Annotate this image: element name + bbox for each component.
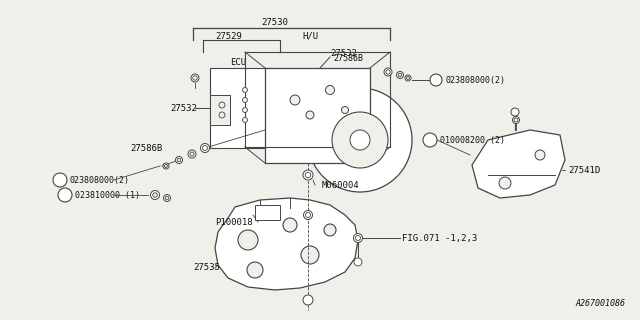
Circle shape — [53, 173, 67, 187]
Circle shape — [163, 163, 169, 169]
Text: N: N — [62, 193, 68, 197]
Circle shape — [350, 130, 370, 150]
Text: N: N — [433, 77, 438, 83]
Circle shape — [58, 188, 72, 202]
Circle shape — [303, 295, 313, 305]
Text: 27586B: 27586B — [333, 53, 363, 62]
Bar — [255, 205, 280, 220]
Circle shape — [247, 262, 263, 278]
Circle shape — [163, 195, 170, 202]
Text: B: B — [428, 138, 433, 142]
Text: 010008200 (2): 010008200 (2) — [440, 135, 505, 145]
Circle shape — [202, 146, 207, 150]
Text: 27535: 27535 — [193, 263, 220, 273]
Circle shape — [305, 212, 310, 218]
Circle shape — [177, 158, 180, 162]
Circle shape — [342, 107, 349, 114]
Circle shape — [191, 74, 199, 82]
Circle shape — [301, 246, 319, 264]
Text: 27541D: 27541D — [568, 165, 600, 174]
Circle shape — [406, 76, 410, 79]
Circle shape — [243, 117, 248, 123]
Bar — [210, 68, 272, 148]
Polygon shape — [215, 198, 358, 290]
Circle shape — [190, 152, 194, 156]
Circle shape — [513, 116, 520, 124]
Circle shape — [499, 177, 511, 189]
Text: N: N — [58, 178, 63, 182]
Circle shape — [354, 258, 362, 266]
Circle shape — [356, 236, 360, 240]
Circle shape — [188, 150, 196, 158]
Text: P100018: P100018 — [215, 218, 253, 227]
Circle shape — [243, 108, 248, 113]
Circle shape — [398, 73, 402, 77]
Circle shape — [283, 218, 297, 232]
Circle shape — [535, 150, 545, 160]
Polygon shape — [472, 130, 565, 198]
Circle shape — [308, 88, 412, 192]
Text: A267001086: A267001086 — [575, 299, 625, 308]
Circle shape — [243, 87, 248, 92]
Circle shape — [153, 193, 157, 197]
Circle shape — [397, 71, 403, 78]
Circle shape — [306, 111, 314, 119]
Circle shape — [423, 133, 437, 147]
Circle shape — [353, 234, 362, 243]
Circle shape — [332, 112, 388, 168]
Circle shape — [243, 98, 248, 102]
Text: M060004: M060004 — [322, 180, 360, 189]
Circle shape — [200, 143, 209, 153]
Circle shape — [150, 190, 159, 199]
Circle shape — [386, 70, 390, 74]
Circle shape — [193, 76, 197, 80]
Text: 27532: 27532 — [170, 103, 197, 113]
Circle shape — [430, 74, 442, 86]
Text: 023810000 (1): 023810000 (1) — [75, 190, 140, 199]
Circle shape — [514, 118, 518, 122]
Circle shape — [290, 95, 300, 105]
Circle shape — [219, 112, 225, 118]
Text: 27586B: 27586B — [130, 143, 163, 153]
Text: 27532: 27532 — [330, 49, 357, 58]
Bar — [265, 68, 370, 163]
Text: 023808000(2): 023808000(2) — [445, 76, 505, 84]
Circle shape — [405, 75, 411, 81]
Circle shape — [324, 224, 336, 236]
Circle shape — [511, 108, 519, 116]
Circle shape — [303, 170, 313, 180]
Circle shape — [165, 196, 169, 200]
Circle shape — [305, 172, 311, 178]
Text: 27530: 27530 — [262, 18, 289, 27]
Circle shape — [175, 156, 182, 164]
Text: 023808000(2): 023808000(2) — [70, 175, 130, 185]
Text: FIG.071 -1,2,3: FIG.071 -1,2,3 — [402, 234, 477, 243]
Text: H/U: H/U — [302, 31, 318, 41]
Bar — [210, 95, 230, 125]
Circle shape — [384, 68, 392, 76]
Text: ECU: ECU — [230, 58, 246, 67]
Circle shape — [219, 102, 225, 108]
Circle shape — [326, 85, 335, 94]
Circle shape — [164, 164, 168, 167]
Text: 27529: 27529 — [215, 31, 242, 41]
Circle shape — [303, 211, 312, 220]
Circle shape — [238, 230, 258, 250]
